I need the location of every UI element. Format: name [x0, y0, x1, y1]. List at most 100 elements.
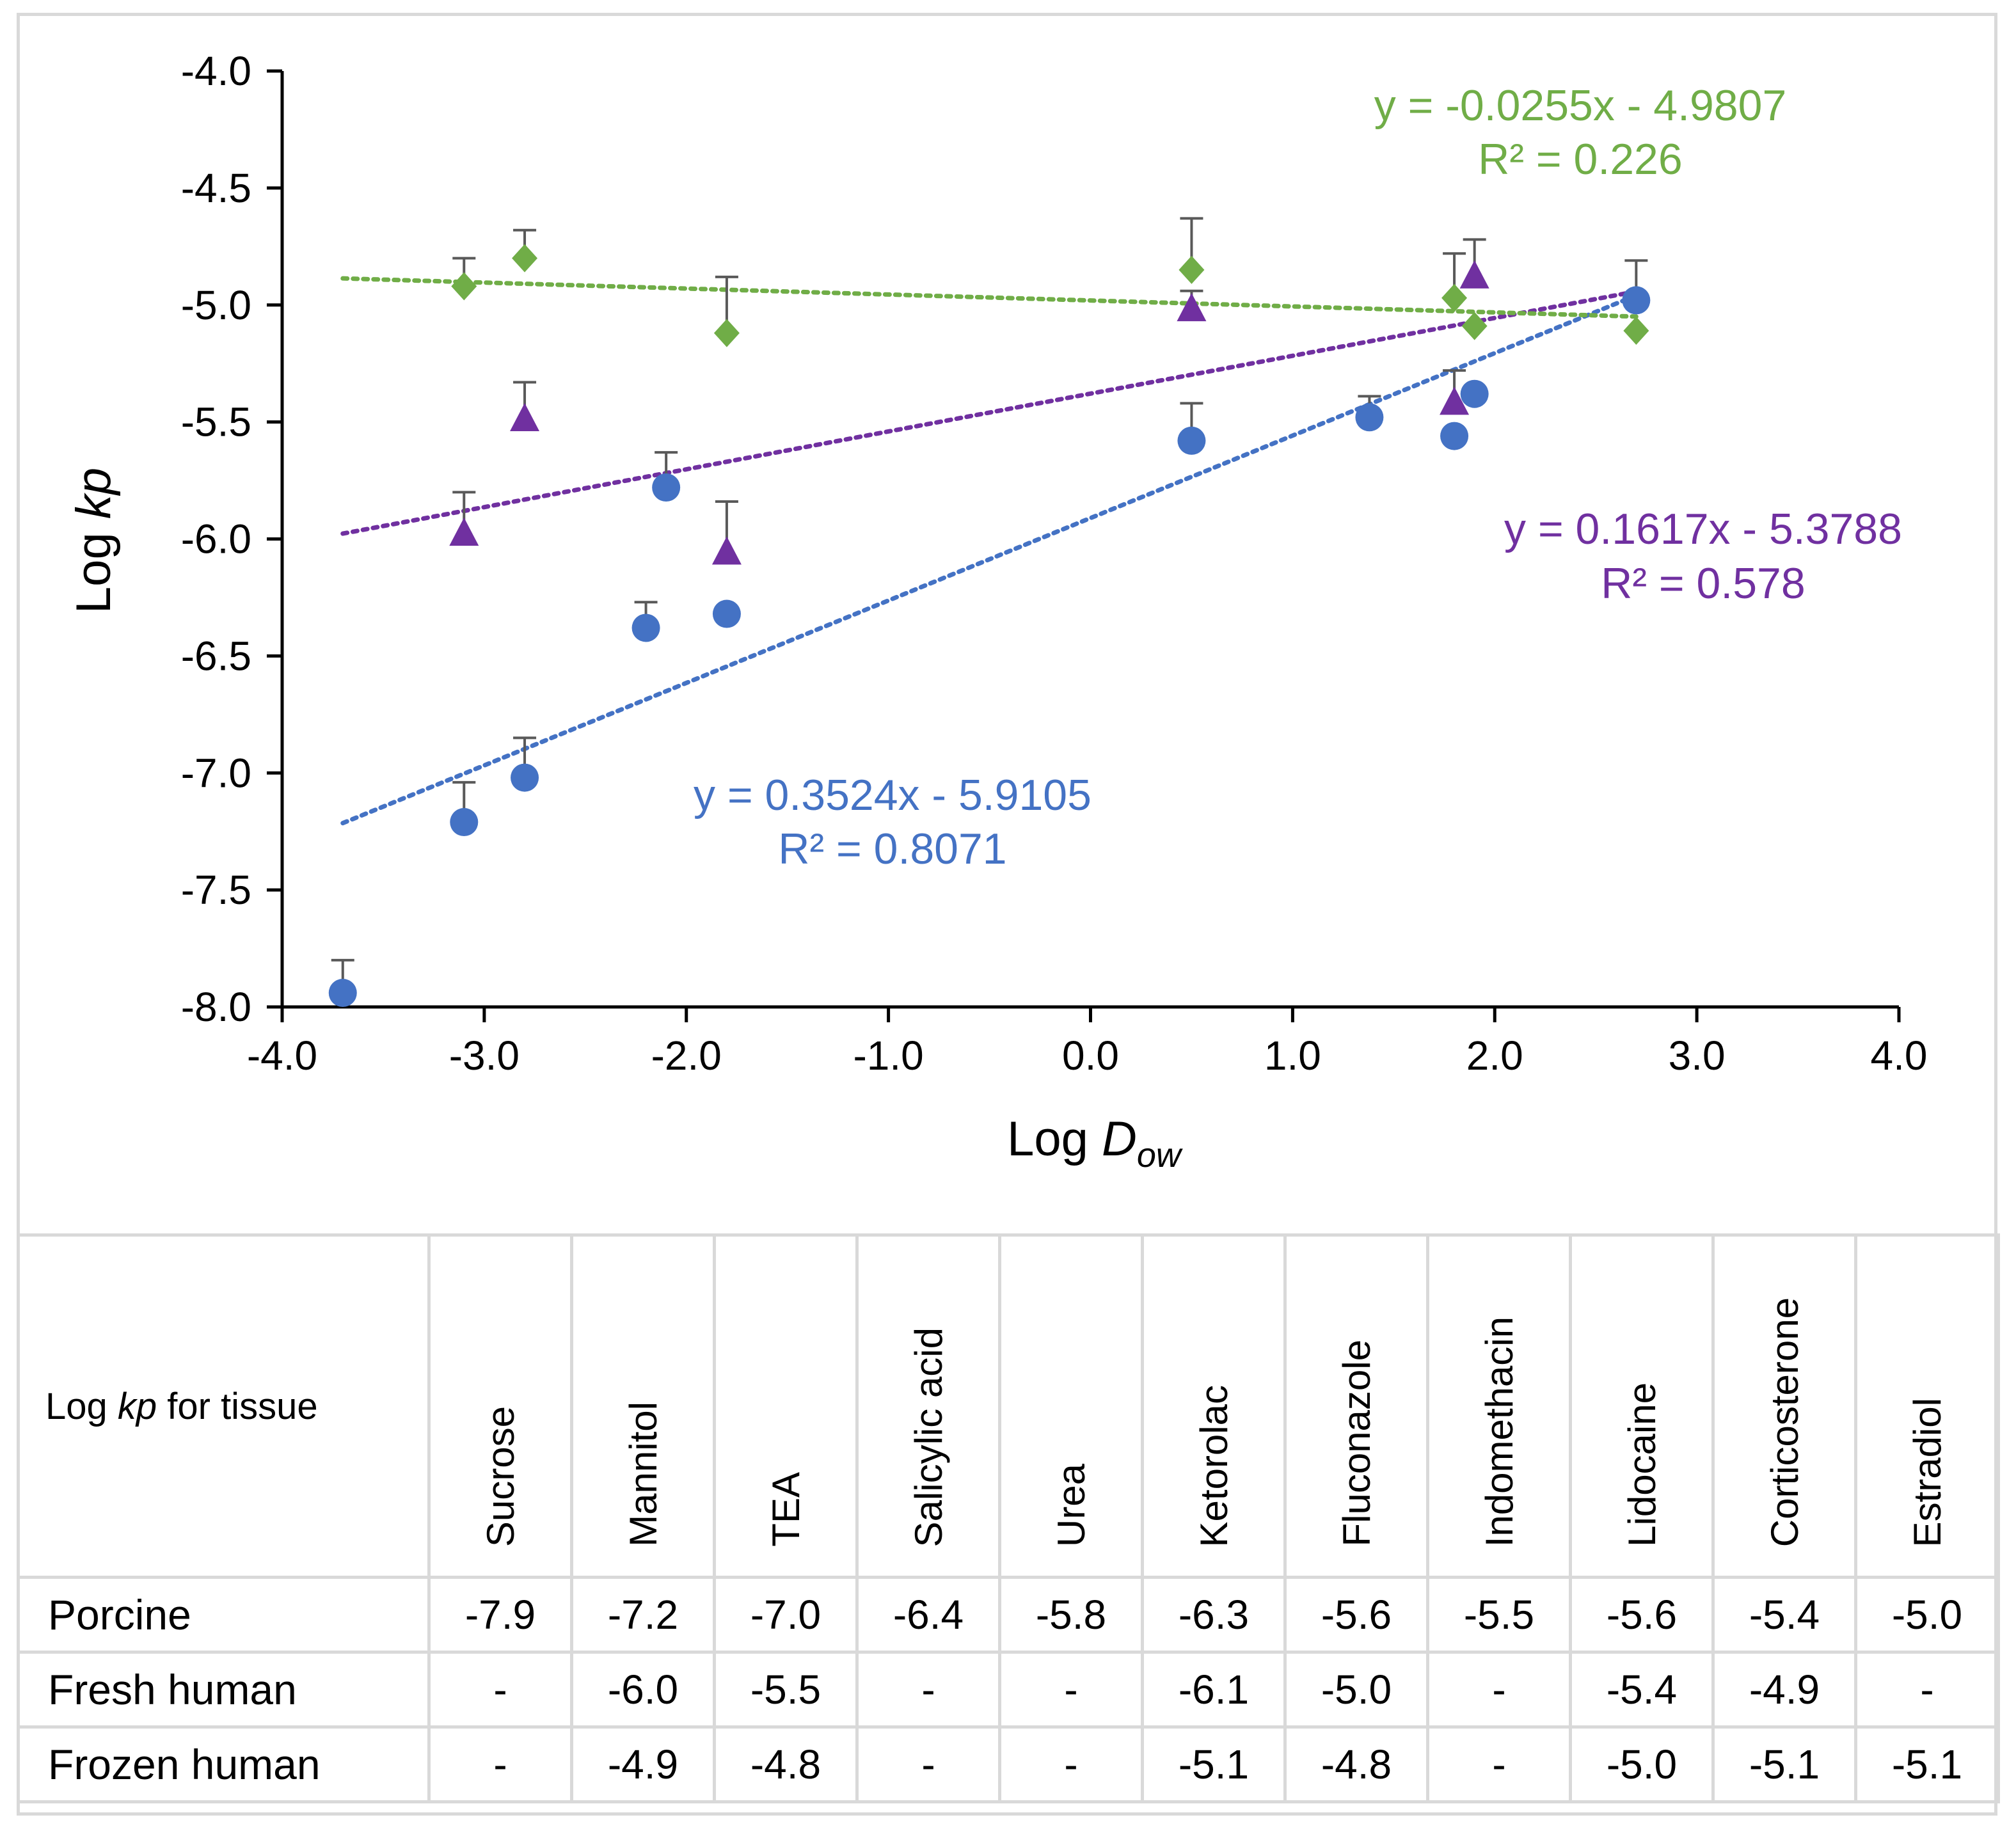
x-tick-label: -1.0: [853, 1033, 923, 1079]
frozen-human-point: [1441, 283, 1468, 312]
porcine-point: [511, 763, 539, 792]
porcine-point: [1460, 379, 1489, 408]
porcine-point: [1355, 403, 1384, 432]
table-cell: -6.4: [855, 1576, 1001, 1654]
table-cell: -: [855, 1725, 1001, 1803]
table-cell: -4.9: [570, 1725, 716, 1803]
column-header-label: Estradiol: [1905, 1397, 1949, 1547]
table-cell: -7.9: [427, 1576, 573, 1654]
x-tick-label: 3.0: [1669, 1033, 1726, 1079]
figure-frame: [17, 13, 1997, 1816]
trendline-porcine: [340, 293, 1639, 826]
column-header-label: Ketorolac: [1192, 1384, 1235, 1547]
table-cell: -4.9: [1711, 1651, 1857, 1729]
trendline-equation: y = 0.3524x - 5.9105: [694, 771, 1091, 819]
x-tick-label: 0.0: [1062, 1033, 1119, 1079]
y-tick-label: -6.0: [181, 516, 251, 562]
table-cell: -5.4: [1569, 1651, 1715, 1729]
x-tick-label: -2.0: [651, 1033, 722, 1079]
frozen-human-point: [1623, 316, 1649, 345]
trendline-r2: R² = 0.8071: [778, 825, 1006, 873]
column-header: Corticosterone: [1711, 1233, 1857, 1579]
fresh-human-point: [1177, 293, 1207, 322]
trendline-fresh-human: [340, 289, 1639, 536]
y-axis-label-italic: kp: [67, 468, 121, 519]
table-cell: -5.0: [1854, 1576, 2000, 1654]
y-tick-label: -6.5: [181, 633, 251, 679]
table-cell: -: [998, 1651, 1144, 1729]
column-header-label: Indomethacin: [1477, 1316, 1521, 1547]
x-tick-label: -4.0: [247, 1033, 317, 1079]
x-axis-label-D: D: [1102, 1112, 1137, 1166]
data-markers: [328, 244, 1651, 1008]
column-header-label: Salicylic acid: [907, 1327, 950, 1547]
y-tick-label: -7.0: [181, 750, 251, 796]
x-tick-label: 4.0: [1871, 1033, 1928, 1079]
table-body: Porcine -7.9 -7.2 -7.0 -6.4 -5.8 -6.3 -5.6 -5.5-…: [17, 1576, 2000, 1803]
column-header: Ketorolac: [1141, 1233, 1287, 1579]
frozen-human-point: [1179, 255, 1205, 284]
column-header: Fluconazole: [1283, 1233, 1429, 1579]
column-header-label: Urea: [1049, 1463, 1093, 1547]
column-header-label: Fluconazole: [1335, 1340, 1378, 1547]
porcine-point: [712, 599, 741, 628]
porcine-point: [1177, 426, 1206, 455]
x-axis-label: Log Dow: [1007, 1112, 1183, 1175]
trendlines: [340, 276, 1639, 826]
column-header: TEA: [713, 1233, 859, 1579]
x-tick-label: 1.0: [1264, 1033, 1321, 1079]
corner-italic: kp: [117, 1385, 157, 1427]
table-cell: -5.5: [1426, 1576, 1572, 1654]
column-header: Urea: [998, 1233, 1144, 1579]
column-header: Salicylic acid: [855, 1233, 1001, 1579]
x-tick-label: -3.0: [449, 1033, 520, 1079]
frozen-human-point: [713, 319, 740, 347]
column-header-label: Corticosterone: [1763, 1297, 1806, 1547]
frozen-human-point: [512, 244, 538, 273]
table-cell: -: [1426, 1725, 1572, 1803]
x-axis-label-main: Log: [1007, 1112, 1102, 1166]
table-row: Frozen human - -4.9 -4.8- - -5.1 -4.8- -5.0 -5.1…: [17, 1725, 2000, 1803]
porcine-point: [450, 808, 479, 837]
column-header-label: Sucrose: [479, 1405, 522, 1547]
porcine-point: [328, 979, 357, 1008]
y-tick-label: -7.5: [181, 867, 251, 913]
table-cell: -5.4: [1711, 1576, 1857, 1654]
error-bars: [331, 217, 1648, 994]
table-cell: -6.3: [1141, 1576, 1287, 1654]
x-axis-label-sub: ow: [1137, 1136, 1183, 1175]
trendline-r2: R² = 0.226: [1478, 135, 1682, 184]
row-label: Porcine: [17, 1576, 431, 1654]
table-cell: -4.8: [1283, 1725, 1429, 1803]
table-cell: -6.0: [570, 1651, 716, 1729]
y-tick-label: -8.0: [181, 984, 251, 1030]
table-cell: -5.0: [1569, 1725, 1715, 1803]
porcine-point: [1440, 422, 1469, 450]
porcine-point: [631, 614, 660, 642]
kp-table: Log kp for tissue Sucrose Mannitol TEA S…: [17, 1233, 2000, 1803]
column-header: Indomethacin: [1426, 1233, 1572, 1579]
column-header: Estradiol: [1854, 1233, 2000, 1579]
x-tick-label: 2.0: [1466, 1033, 1523, 1079]
table-cell: -: [427, 1651, 573, 1729]
y-tick-label: -5.5: [181, 399, 251, 445]
fresh-human-point: [1459, 260, 1489, 289]
table-cell: -7.2: [570, 1576, 716, 1654]
row-label: Frozen human: [17, 1725, 431, 1803]
table-cell: -5.6: [1569, 1576, 1715, 1654]
table-cell: -: [1854, 1651, 2000, 1729]
scatter-chart: -4.0-4.5-5.0-5.5-6.0-6.5-7.0-7.5-8.0-4.0…: [67, 48, 1928, 1175]
table-cell: -5.5: [713, 1651, 859, 1729]
column-header: Sucrose: [427, 1233, 573, 1579]
table-row: Porcine -7.9 -7.2 -7.0 -6.4 -5.8 -6.3 -5.6 -5.5-…: [17, 1576, 2000, 1654]
column-header: Mannitol: [570, 1233, 716, 1579]
corner-prefix: Log: [45, 1385, 118, 1427]
porcine-point: [1622, 286, 1651, 315]
table-cell: -6.1: [1141, 1651, 1287, 1729]
trendline-r2: R² = 0.578: [1601, 559, 1805, 608]
table-corner-label: Log kp for tissue: [17, 1233, 431, 1579]
trendline-equation: y = 0.1617x - 5.3788: [1504, 505, 1902, 553]
y-tick-label: -4.5: [181, 165, 251, 211]
fresh-human-point: [1440, 386, 1470, 415]
y-tick-label: -4.0: [181, 48, 251, 94]
